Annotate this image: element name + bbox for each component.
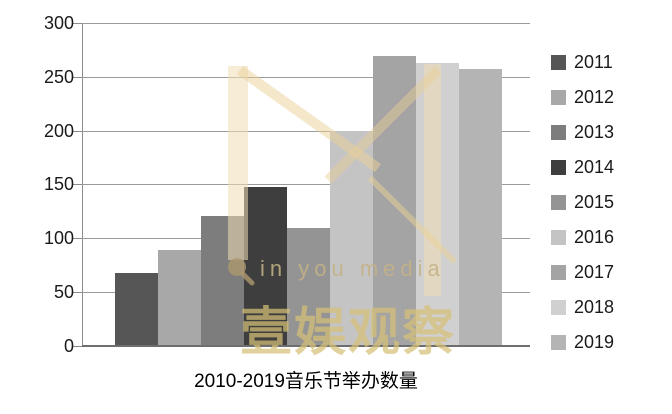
y-tick-label-50: 50 xyxy=(53,282,74,302)
legend-item-2013: 2013 xyxy=(551,121,614,143)
legend-swatch-icon xyxy=(551,54,566,70)
legend-swatch-icon xyxy=(551,334,566,350)
bar-2015 xyxy=(287,228,330,346)
legend-item-2017: 2017 xyxy=(551,261,614,283)
legend-label: 2018 xyxy=(574,297,615,317)
y-tick-label-150: 150 xyxy=(43,174,74,194)
legend-label: 2017 xyxy=(574,262,615,282)
legend-label: 2016 xyxy=(574,227,615,247)
bar-2014 xyxy=(244,187,287,346)
legend-item-2019: 2019 xyxy=(551,331,614,353)
legend-label: 2011 xyxy=(574,52,613,72)
bar-2019 xyxy=(459,69,502,346)
x-axis-line xyxy=(82,345,530,347)
bar-2013 xyxy=(201,216,244,346)
legend-swatch-icon xyxy=(551,159,566,175)
bar-2018 xyxy=(416,63,459,346)
legend-swatch-icon xyxy=(551,299,566,315)
bar-2012 xyxy=(158,250,201,346)
y-tick-mark-0 xyxy=(73,346,82,347)
y-tick-mark-200 xyxy=(73,131,82,132)
legend-label: 2012 xyxy=(574,87,615,107)
y-tick-label-0: 0 xyxy=(63,336,74,356)
gridline-150 xyxy=(82,184,530,185)
legend-swatch-icon xyxy=(551,124,566,140)
chart-title: 2010-2019音乐节举办数量 xyxy=(194,371,418,392)
y-tick-label-300: 300 xyxy=(43,13,74,33)
legend-swatch-icon xyxy=(551,264,566,280)
legend-item-2018: 2018 xyxy=(551,296,614,318)
legend-swatch-icon xyxy=(551,194,566,210)
y-tick-mark-150 xyxy=(73,184,82,185)
bar-2017 xyxy=(373,56,416,346)
y-tick-mark-300 xyxy=(73,23,82,24)
legend-label: 2013 xyxy=(574,122,615,142)
bar-2016 xyxy=(330,131,373,346)
y-tick-label-250: 250 xyxy=(43,67,74,87)
legend-label: 2019 xyxy=(574,332,615,352)
legend-item-2014: 2014 xyxy=(551,156,614,178)
y-tick-label-200: 200 xyxy=(43,121,74,141)
legend-item-2015: 2015 xyxy=(551,191,614,213)
legend-swatch-icon xyxy=(551,229,566,245)
legend-item-2011: 2011 xyxy=(551,51,614,73)
y-tick-mark-100 xyxy=(73,238,82,239)
legend: 2011 2012 2013 2014 2015 2016 2017 2018 2019 xyxy=(551,51,614,353)
plot-area xyxy=(82,23,530,347)
gridline-300 xyxy=(82,23,530,24)
y-tick-label-100: 100 xyxy=(43,228,74,248)
legend-item-2012: 2012 xyxy=(551,86,614,108)
y-tick-mark-250 xyxy=(73,77,82,78)
legend-label: 2015 xyxy=(574,192,615,212)
legend-label: 2014 xyxy=(574,157,615,177)
legend-item-2016: 2016 xyxy=(551,226,614,248)
bar-2011 xyxy=(115,273,158,346)
y-tick-mark-50 xyxy=(73,292,82,293)
legend-swatch-icon xyxy=(551,89,566,105)
